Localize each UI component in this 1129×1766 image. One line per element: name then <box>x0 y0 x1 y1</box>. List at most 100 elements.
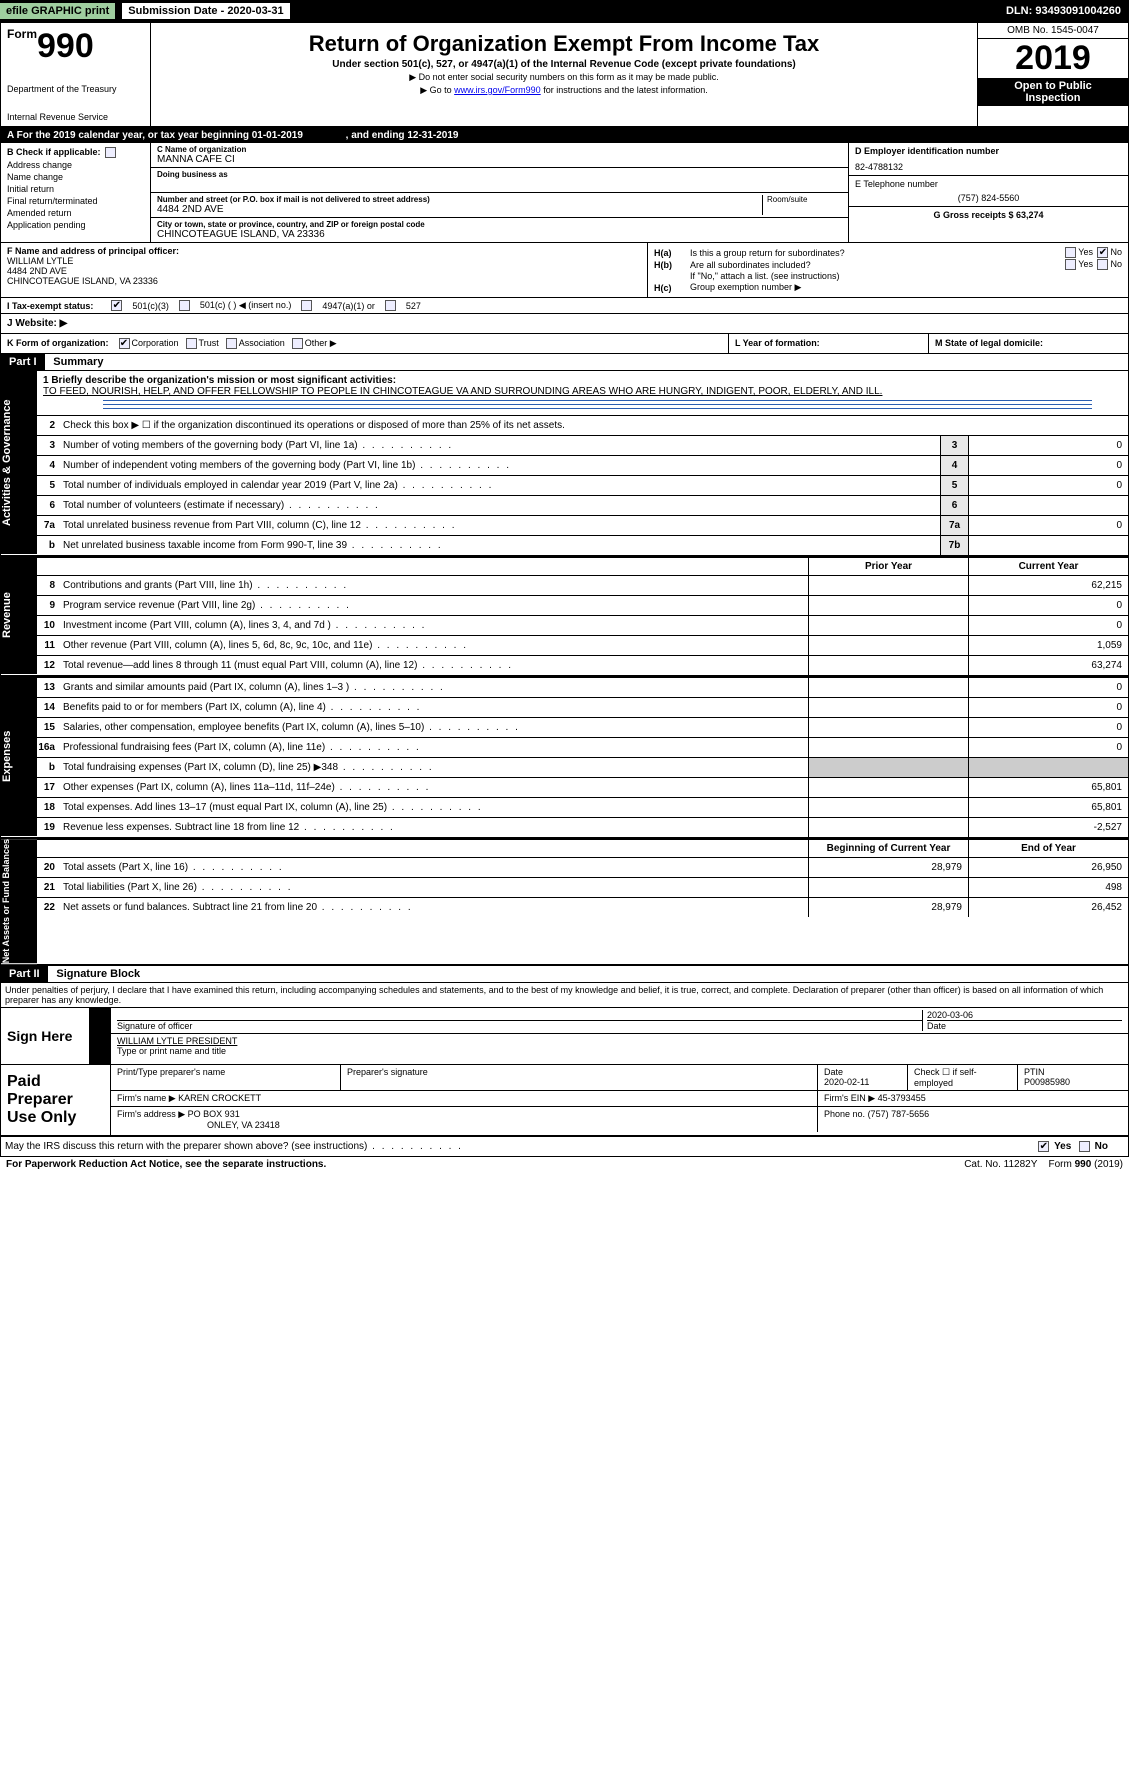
street-label: Number and street (or P.O. box if mail i… <box>157 195 762 204</box>
summary-activities: Activities & Governance 1 Briefly descri… <box>1 371 1128 557</box>
discuss-yes-check[interactable] <box>1038 1141 1049 1152</box>
k-corp-check[interactable] <box>119 338 130 349</box>
i-4947: 4947(a)(1) or <box>322 301 375 311</box>
omb-number: OMB No. 1545-0047 <box>978 23 1128 39</box>
i-527-check[interactable] <box>385 300 396 311</box>
current-year-hdr: Current Year <box>968 558 1128 575</box>
i-4947-check[interactable] <box>301 300 312 311</box>
hb-yes-check[interactable] <box>1065 259 1076 270</box>
dept-treasury: Department of the Treasury <box>7 84 144 94</box>
c-city-row: City or town, state or province, country… <box>151 218 848 242</box>
k-assoc-check[interactable] <box>226 338 237 349</box>
prior-year-hdr: Prior Year <box>808 558 968 575</box>
gov-row: bNet unrelated business taxable income f… <box>37 535 1128 555</box>
summary-expenses: Expenses 13Grants and similar amounts pa… <box>1 677 1128 839</box>
section-i: I Tax-exempt status: 501(c)(3) 501(c) ( … <box>1 298 1128 314</box>
e-label: E Telephone number <box>855 179 1122 189</box>
section-m: M State of legal domicile: <box>928 334 1128 353</box>
h-b: H(b) Are all subordinates included? Yes … <box>654 259 1122 270</box>
discuss-yes: Yes <box>1054 1142 1071 1153</box>
k-assoc: Association <box>239 338 285 349</box>
discuss-row: May the IRS discuss this return with the… <box>1 1136 1128 1156</box>
ha-no-check[interactable] <box>1097 247 1108 258</box>
irs-link[interactable]: www.irs.gov/Form990 <box>454 85 541 95</box>
k-trust: Trust <box>199 338 219 349</box>
data-row: 9Program service revenue (Part VIII, lin… <box>37 595 1128 615</box>
h-b-note: If "No," attach a list. (see instruction… <box>654 271 1122 281</box>
sig-officer-row: Signature of officer 2020-03-06 Date <box>111 1008 1128 1034</box>
officer-city: CHINCOTEAGUE ISLAND, VA 23336 <box>7 276 641 286</box>
c-name-row: C Name of organization MANNA CAFE CI <box>151 143 848 168</box>
ha-text: Is this a group return for subordinates? <box>690 248 1063 258</box>
i-501c: 501(c) ( ) ◀ (insert no.) <box>200 300 291 311</box>
i-501c3: 501(c)(3) <box>132 301 169 311</box>
block-b-thru-g: B Check if applicable: Address change Na… <box>1 143 1128 243</box>
data-row: 13Grants and similar amounts paid (Part … <box>37 677 1128 697</box>
sig-date-label: Date <box>927 1020 1122 1031</box>
hc-text: Group exemption number ▶ <box>690 282 1122 293</box>
section-h: H(a) Is this a group return for subordin… <box>648 243 1128 297</box>
side-activities: Activities & Governance <box>1 371 37 555</box>
hb-note: If "No," attach a list. (see instruction… <box>690 271 1122 281</box>
ein-value: 82-4788132 <box>855 162 1122 172</box>
k-trust-check[interactable] <box>186 338 197 349</box>
data-row: 14Benefits paid to or for members (Part … <box>37 697 1128 717</box>
year-headers-net: Beginning of Current Year End of Year <box>37 839 1128 857</box>
sign-here-block: Sign Here Signature of officer 2020-03-0… <box>1 1008 1128 1065</box>
officer-name: WILLIAM LYTLE <box>7 256 641 266</box>
line1-label: 1 Briefly describe the organization's mi… <box>43 375 396 386</box>
side-net: Net Assets or Fund Balances <box>1 839 37 964</box>
firm-phone-value: (757) 787-5656 <box>868 1109 930 1119</box>
room-suite: Room/suite <box>762 195 842 215</box>
firm-addr1: PO BOX 931 <box>188 1109 240 1119</box>
section-g: G Gross receipts $ 63,274 <box>849 207 1128 223</box>
summary-revenue: Revenue Prior Year Current Year 8Contrib… <box>1 557 1128 677</box>
section-l: L Year of formation: <box>728 334 928 353</box>
gov-row: 5Total number of individuals employed in… <box>37 475 1128 495</box>
k-corp: Corporation <box>132 338 179 349</box>
a-pre: A For the 2019 calendar year, or tax yea… <box>7 130 303 141</box>
sign-arrow-icon <box>91 1008 111 1064</box>
dba-label: Doing business as <box>157 170 842 179</box>
hb-yn: Yes No <box>1063 259 1122 270</box>
submission-date: Submission Date - 2020-03-31 <box>121 2 290 20</box>
k-other-check[interactable] <box>292 338 303 349</box>
hb-no-check[interactable] <box>1097 259 1108 270</box>
efile-topbar: efile GRAPHIC print Submission Date - 20… <box>0 0 1129 22</box>
line2: 2Check this box ▶ ☐ if the organization … <box>37 415 1128 435</box>
section-b: B Check if applicable: Address change Na… <box>1 143 151 242</box>
data-row: 19Revenue less expenses. Subtract line 1… <box>37 817 1128 837</box>
data-row: 15Salaries, other compensation, employee… <box>37 717 1128 737</box>
name-title-label: Type or print name and title <box>117 1046 1122 1056</box>
hc-label: H(c) <box>654 283 690 293</box>
form-prefix: Form <box>7 27 37 41</box>
gov-row: 4Number of independent voting members of… <box>37 455 1128 475</box>
prep-sig-label: Preparer's signature <box>341 1065 818 1090</box>
gov-row: 6Total number of volunteers (estimate if… <box>37 495 1128 515</box>
goto-note: ▶ Go to www.irs.gov/Form990 for instruct… <box>157 85 971 96</box>
a-mid: , and ending 12-31-2019 <box>346 130 459 141</box>
discuss-no-check[interactable] <box>1079 1141 1090 1152</box>
dln: DLN: 93493091004260 <box>1006 5 1129 17</box>
f-label: F Name and address of principal officer: <box>7 246 641 256</box>
prep-line-3: Firm's address ▶ PO BOX 931 ONLEY, VA 23… <box>111 1107 1128 1132</box>
data-row: 17Other expenses (Part IX, column (A), l… <box>37 777 1128 797</box>
i-501c-check[interactable] <box>179 300 190 311</box>
data-row: 20Total assets (Part X, line 16)28,97926… <box>37 857 1128 877</box>
data-row: 22Net assets or fund balances. Subtract … <box>37 897 1128 917</box>
ha-yes-check[interactable] <box>1065 247 1076 258</box>
officer-name-title: WILLIAM LYTLE PRESIDENT <box>117 1036 1122 1046</box>
firm-ein-label: Firm's EIN ▶ <box>824 1093 875 1103</box>
section-d: D Employer identification number 82-4788… <box>849 143 1128 176</box>
i-501c3-check[interactable] <box>111 300 122 311</box>
sig-officer-label: Signature of officer <box>117 1020 922 1031</box>
line2-text: Check this box ▶ ☐ if the organization d… <box>59 418 1128 433</box>
form-number-value: 990 <box>37 27 94 65</box>
goto-pre: ▶ Go to <box>420 85 454 95</box>
city-label: City or town, state or province, country… <box>157 220 842 229</box>
section-e: E Telephone number (757) 824-5560 <box>849 176 1128 207</box>
b-check-top[interactable] <box>105 147 116 158</box>
data-row: 10Investment income (Part VIII, column (… <box>37 615 1128 635</box>
hb-label: H(b) <box>654 260 690 270</box>
form-header: Form990 Department of the Treasury Inter… <box>1 23 1128 128</box>
